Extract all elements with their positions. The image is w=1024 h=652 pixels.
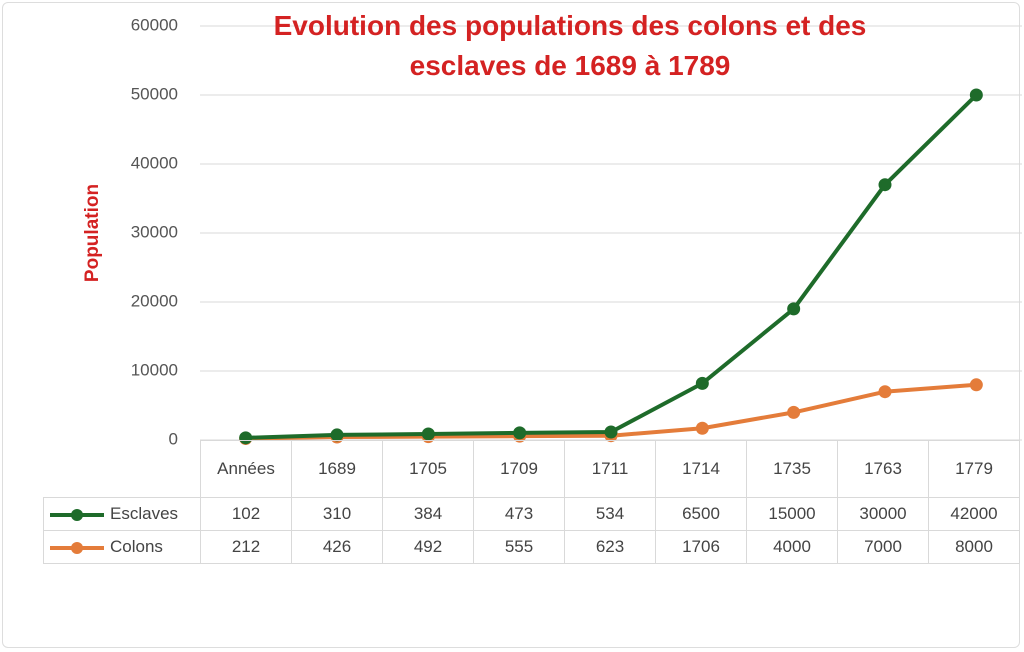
data-point bbox=[969, 378, 983, 392]
y-tick-label: 50000 bbox=[131, 84, 178, 103]
chart-title: Evolution des populations des colons et … bbox=[273, 10, 867, 81]
data-point bbox=[421, 427, 435, 441]
y-tick-label: 0 bbox=[169, 429, 178, 448]
table-value: 7000 bbox=[837, 530, 929, 564]
legend-marker bbox=[71, 541, 83, 554]
category-label: 1711 bbox=[564, 440, 656, 498]
table-value: 555 bbox=[473, 530, 565, 564]
y-tick-label: 40000 bbox=[131, 153, 178, 172]
category-label: Années bbox=[200, 440, 292, 498]
data-point bbox=[695, 376, 709, 390]
legend-entry: Esclaves bbox=[43, 497, 201, 531]
table-value: 426 bbox=[291, 530, 383, 564]
data-point bbox=[513, 426, 527, 440]
series-line bbox=[245, 93, 978, 440]
table-value: 492 bbox=[382, 530, 474, 564]
data-point bbox=[787, 302, 801, 316]
table-header-row: Années 1689 1705 1709 1711 1714 1735 1763 1779 bbox=[43, 440, 1020, 498]
table-value: 1706 bbox=[655, 530, 747, 564]
table-value: 15000 bbox=[746, 497, 838, 531]
data-point bbox=[878, 178, 892, 192]
category-label: 1714 bbox=[655, 440, 747, 498]
table-value: 30000 bbox=[837, 497, 929, 531]
category-label: 1709 bbox=[473, 440, 565, 498]
table-value: 534 bbox=[564, 497, 656, 531]
y-axis-label: Population bbox=[82, 183, 103, 283]
table-value: 310 bbox=[291, 497, 383, 531]
y-tick-label: 20000 bbox=[131, 291, 178, 310]
y-tick-label: 30000 bbox=[131, 222, 178, 241]
table-value: 384 bbox=[382, 497, 474, 531]
table-value: 102 bbox=[200, 497, 292, 531]
table-value: 473 bbox=[473, 497, 565, 531]
table-corner bbox=[43, 440, 201, 498]
table-value: 42000 bbox=[928, 497, 1020, 531]
legend-label: Colons bbox=[110, 537, 163, 556]
table-row: Colons 212 426 492 555 623 1706 4000 7000 8000 bbox=[43, 530, 1020, 564]
category-label: 1689 bbox=[291, 440, 383, 498]
table-value: 8000 bbox=[928, 530, 1020, 564]
legend-label: Esclaves bbox=[110, 504, 179, 523]
table-value: 212 bbox=[200, 530, 292, 564]
category-label: 1705 bbox=[382, 440, 474, 498]
y-tick-label: 10000 bbox=[131, 360, 178, 379]
legend-swatch bbox=[50, 541, 104, 554]
data-point bbox=[330, 428, 344, 442]
legend-swatch bbox=[50, 508, 104, 521]
data-point bbox=[604, 425, 618, 439]
table-value: 6500 bbox=[655, 497, 747, 531]
category-label: 1779 bbox=[928, 440, 1020, 498]
category-label: 1735 bbox=[746, 440, 838, 498]
category-label: 1763 bbox=[837, 440, 929, 498]
data-point bbox=[878, 385, 892, 399]
table-row: Esclaves 102 310 384 473 534 6500 15000 30000 420… bbox=[43, 497, 1020, 531]
y-tick-label: 60000 bbox=[131, 15, 178, 34]
data-table: Années 1689 1705 1709 1711 1714 1735 1763 1779 Es… bbox=[43, 440, 1020, 564]
legend-marker bbox=[71, 508, 83, 521]
legend-entry: Colons bbox=[43, 530, 201, 564]
data-point bbox=[695, 421, 709, 435]
data-point bbox=[787, 405, 801, 419]
table-value: 623 bbox=[564, 530, 656, 564]
data-point bbox=[969, 88, 983, 102]
table-value: 4000 bbox=[746, 530, 838, 564]
